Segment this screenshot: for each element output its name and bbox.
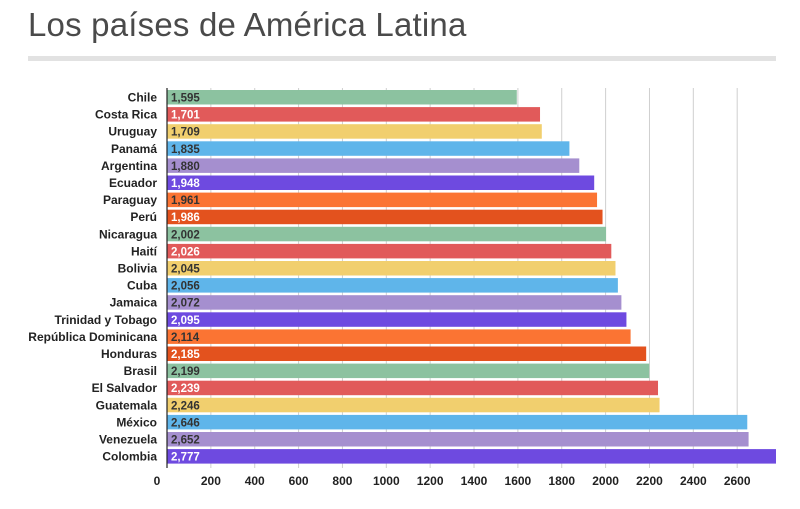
value-label: 1,961: [171, 195, 200, 207]
category-label: Uruguay: [108, 125, 157, 139]
category-label: Honduras: [101, 347, 157, 361]
x-tick-label: 2000: [592, 474, 619, 488]
x-tick-label: 1200: [417, 474, 444, 488]
value-label: 2,652: [171, 435, 200, 447]
bar: [167, 158, 580, 173]
title-divider: [28, 56, 776, 61]
bar: [167, 363, 650, 379]
value-label: 1,595: [171, 93, 200, 105]
category-label: Panamá: [111, 142, 157, 156]
bar: [167, 209, 603, 225]
x-tick-label: 400: [245, 474, 265, 488]
value-label: 2,777: [171, 452, 200, 464]
category-label: Haití: [131, 244, 158, 258]
category-label: Cuba: [127, 279, 157, 293]
bar: [167, 278, 618, 293]
value-label: 1,986: [171, 212, 200, 224]
bar: [167, 243, 612, 259]
category-label: Argentina: [101, 159, 157, 173]
category-label: Colombia: [102, 450, 157, 464]
category-label: El Salvador: [92, 381, 158, 395]
value-label: 2,026: [171, 246, 200, 258]
bar: [167, 192, 598, 208]
x-tick-label: 1400: [461, 474, 488, 488]
x-tick-label: 2600: [724, 474, 751, 488]
value-label: 2,045: [171, 264, 200, 276]
bar: [167, 124, 542, 139]
value-label: 2,246: [171, 400, 200, 412]
value-label: 2,114: [171, 332, 200, 344]
bar: [167, 449, 776, 464]
bar: [167, 312, 627, 327]
category-labels: Chile Costa Rica Uruguay Panamá Argentina Ecu…: [28, 91, 157, 464]
category-label: Ecuador: [109, 176, 157, 190]
x-tick-label: 2200: [636, 474, 663, 488]
category-label: Jamaica: [110, 296, 158, 310]
x-tick-label: 1600: [505, 474, 532, 488]
value-label: 1,948: [171, 178, 200, 190]
category-label: Bolivia: [118, 262, 158, 276]
bar: [167, 329, 631, 344]
value-label: 2,185: [171, 349, 200, 361]
category-label: Paraguay: [103, 193, 157, 207]
bar: [167, 432, 749, 447]
x-tick-label: 600: [289, 474, 309, 488]
category-label: Nicaragua: [99, 227, 157, 241]
value-label: 1,880: [171, 161, 200, 173]
x-tick-label: 2400: [680, 474, 707, 488]
bar: [167, 397, 660, 413]
value-label: 2,646: [171, 417, 200, 429]
category-label: México: [116, 415, 157, 429]
category-label: Costa Rica: [95, 108, 157, 122]
bar: [167, 226, 607, 242]
bar: [167, 175, 595, 190]
x-tick-label: 1000: [373, 474, 400, 488]
bar: [167, 107, 541, 122]
category-label: Venezuela: [99, 433, 157, 447]
x-tick-label: 200: [201, 474, 221, 488]
value-label: 2,199: [171, 366, 200, 378]
bar: [167, 346, 647, 361]
value-labels: 1,595 1,701 1,709 1,835 1,880 1,948 1,961 1,986…: [171, 93, 200, 464]
value-label: 1,835: [171, 144, 200, 156]
bar: [167, 414, 748, 430]
category-label: Chile: [128, 91, 158, 105]
bar: [167, 90, 517, 105]
bar: [167, 141, 570, 156]
bars-group: [167, 90, 776, 464]
bar: [167, 380, 659, 396]
value-label: 2,002: [171, 229, 200, 241]
value-label: 2,056: [171, 281, 200, 293]
bar: [167, 261, 616, 276]
value-label: 1,701: [171, 110, 200, 122]
category-label: Guatemala: [96, 398, 158, 412]
x-axis-ticks: 0 200 400 600 800 1000 1200 1400 1600 1800 2000 220…: [154, 474, 751, 488]
bar: [167, 295, 622, 310]
value-label: 2,072: [171, 298, 200, 310]
x-tick-label: 800: [332, 474, 352, 488]
value-label: 2,095: [171, 315, 200, 327]
x-tick-label: 1800: [548, 474, 575, 488]
x-tick-label: 0: [154, 474, 161, 488]
category-label: Brasil: [124, 364, 157, 378]
category-label: República Dominicana: [28, 330, 157, 344]
value-label: 2,239: [171, 383, 200, 395]
value-label: 1,709: [171, 127, 200, 139]
category-label: Perú: [130, 210, 157, 224]
category-label: Trinidad y Tobago: [55, 313, 157, 327]
page-title: Los países de América Latina: [28, 6, 467, 43]
